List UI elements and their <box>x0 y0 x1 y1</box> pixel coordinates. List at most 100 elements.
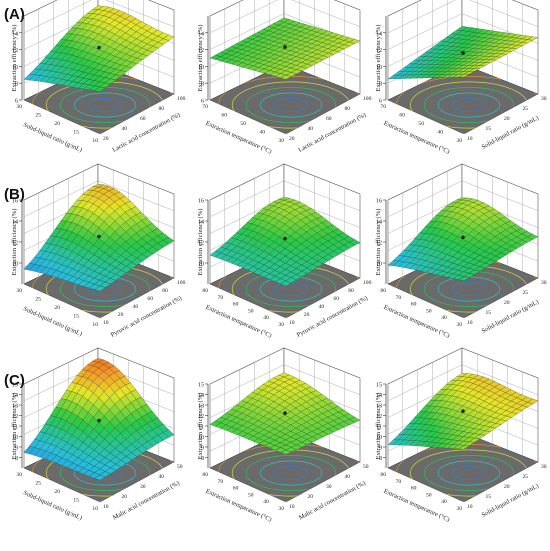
y-tick-label: 30 <box>278 322 284 328</box>
x-tick-label: 40 <box>133 304 139 310</box>
x-tick-label: 100 <box>177 96 186 102</box>
y-axis-title: Solid-liquid ratio (g/mL) <box>22 305 83 337</box>
x-tick-label: 100 <box>177 280 186 286</box>
z-tick-label: 14 <box>12 393 18 399</box>
y-tick-label: 20 <box>54 489 60 495</box>
z-tick-label: 9 <box>379 446 382 452</box>
y-tick-label: 20 <box>54 305 60 311</box>
grid-line <box>105 0 175 27</box>
z-tick-label: 8 <box>379 82 382 88</box>
y-tick-label: 50 <box>418 121 424 127</box>
y-tick-label: 80 <box>202 472 208 478</box>
grid-line <box>387 197 463 234</box>
y-tick-label: 60 <box>411 302 417 308</box>
x-tick-label: 40 <box>122 126 128 132</box>
z-tick-label: 14 <box>376 393 382 399</box>
x-tick-label: 40 <box>308 126 314 132</box>
x-tick-label: 60 <box>140 116 146 122</box>
y-tick-label: 30 <box>456 138 462 144</box>
x-tick-label: 10 <box>103 320 109 326</box>
contour-line <box>259 92 323 118</box>
z-tick-label: 12 <box>376 48 382 54</box>
z-tick-label: 13 <box>198 404 204 410</box>
z-axis-title: Extraction efficiency (%) <box>375 25 382 92</box>
x-tick-label: 10 <box>289 504 295 510</box>
x-tick-label: 25 <box>523 106 529 112</box>
x-tick-label: 30 <box>541 96 547 102</box>
z-tick-label: 8 <box>201 456 204 462</box>
x-tick-label: 20 <box>103 136 109 142</box>
y-tick-label: 15 <box>73 130 79 136</box>
contour-line <box>423 455 515 491</box>
z-tick-label: 14 <box>376 220 382 226</box>
y-tick-label: 80 <box>380 472 386 478</box>
y-tick-label: 15 <box>73 498 79 504</box>
surface-cell <box>280 449 292 455</box>
z-tick-label: 12 <box>12 241 18 247</box>
y-tick-label: 30 <box>278 138 284 144</box>
x-tick-label: 20 <box>118 312 124 318</box>
y-tick-label: 70 <box>202 104 208 110</box>
z-tick-label: 12 <box>376 241 382 247</box>
z-tick-label: 14 <box>198 31 204 37</box>
y-tick-label: 25 <box>35 297 41 303</box>
grid-line <box>387 364 463 401</box>
center-point-marker <box>97 418 101 423</box>
x-tick-label: 50 <box>177 464 183 470</box>
z-tick-label: 14 <box>12 31 18 37</box>
contour-line <box>451 282 487 296</box>
contour-line <box>259 460 323 486</box>
grid-line <box>209 180 285 217</box>
y-tick-label: 60 <box>233 486 239 492</box>
y-tick-label: 10 <box>92 138 98 144</box>
x-tick-label: 20 <box>122 494 128 500</box>
row-label-a: (A) <box>4 6 25 23</box>
contour-line <box>87 98 123 112</box>
y-tick-label: 60 <box>411 486 417 492</box>
grid-line <box>209 13 285 50</box>
center-point-marker <box>461 409 465 413</box>
z-tick-label: 6 <box>379 99 382 105</box>
y-tick-label: 20 <box>54 121 60 127</box>
x-tick-label: 15 <box>486 494 492 500</box>
center-point-marker <box>461 51 465 55</box>
x-tick-label: 10 <box>467 136 473 142</box>
grid-line <box>387 0 456 33</box>
z-axis-title: Extraction efficiency (%) <box>197 25 204 92</box>
z-tick-label: 10 <box>12 262 18 268</box>
x-tick-label: 60 <box>147 296 153 302</box>
y-axis-title: Extraction temperature (°C) <box>205 304 273 340</box>
grid-line <box>387 13 463 50</box>
y-tick-label: 40 <box>441 315 447 321</box>
surface-cell <box>94 285 106 292</box>
grid-line <box>387 180 463 217</box>
z-tick-label: 9 <box>15 446 18 452</box>
x-tick-label: 20 <box>504 484 510 490</box>
z-tick-label: 13 <box>376 404 382 410</box>
grid-line <box>283 180 361 211</box>
grid-line <box>461 364 539 395</box>
y-tick-label: 70 <box>396 295 402 301</box>
x-tick-label: 30 <box>541 280 547 286</box>
x-tick-label: 40 <box>159 474 165 480</box>
contour-line <box>437 92 501 118</box>
y-tick-label: 30 <box>456 322 462 328</box>
z-tick-label: 12 <box>198 241 204 247</box>
y-tick-label: 60 <box>399 113 405 119</box>
z-tick-label: 8 <box>15 456 18 462</box>
z-tick-label: 13 <box>12 404 18 410</box>
contour-line <box>451 98 487 112</box>
y-tick-label: 50 <box>240 121 246 127</box>
z-axis-title: Extraction efficiency (%) <box>375 209 382 276</box>
contour-line <box>423 87 515 123</box>
z-axis-title: Extraction efficiency (%) <box>375 393 382 460</box>
x-tick-label: 20 <box>304 312 310 318</box>
y-tick-label: 40 <box>437 130 443 136</box>
z-tick-label: 15 <box>12 383 18 389</box>
